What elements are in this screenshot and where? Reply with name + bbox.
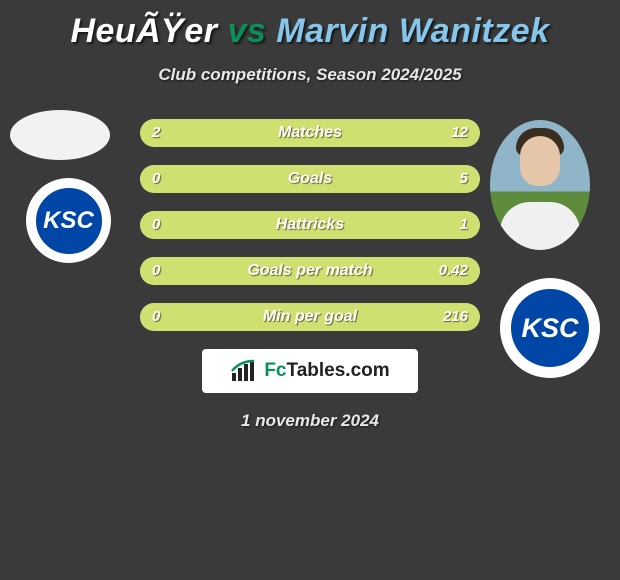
stat-row: Goals per match0 0.42 — [140, 257, 480, 285]
player1-avatar — [10, 110, 110, 160]
stat-value-right: 0.42 — [439, 257, 468, 285]
stat-label: Goals per match — [140, 257, 480, 285]
footer-brand-logo: FcTables.com — [202, 349, 418, 393]
player2-club-badge: KSC — [500, 278, 600, 378]
stat-label: Matches — [140, 119, 480, 147]
player1-name: HeuÃŸer — [70, 12, 217, 50]
date-label: 1 november 2024 — [0, 411, 620, 431]
stat-value-left: 0 — [152, 211, 160, 239]
stat-label: Hattricks — [140, 211, 480, 239]
stat-row: Matches2 12 — [140, 119, 480, 147]
bar-chart-icon — [230, 359, 258, 383]
stat-label: Goals — [140, 165, 480, 193]
stat-value-right: 5 — [460, 165, 468, 193]
stat-label: Min per goal — [140, 303, 480, 331]
club-badge-text: KSC — [34, 186, 104, 256]
player2-name: Marvin Wanitzek — [276, 12, 549, 50]
stats-panel: Matches212Goals05Hattricks01Goals per ma… — [140, 119, 480, 331]
footer-brand-text: FcTables.com — [264, 360, 389, 382]
stat-value-left: 2 — [152, 119, 160, 147]
stat-value-left: 0 — [152, 303, 160, 331]
stat-row: Goals0 5 — [140, 165, 480, 193]
stat-value-right: 216 — [443, 303, 468, 331]
player2-avatar — [490, 120, 590, 250]
vs-label: vs — [228, 12, 267, 50]
club-badge-text: KSC — [509, 287, 591, 369]
stat-value-right: 12 — [451, 119, 468, 147]
stat-row: Hattricks0 1 — [140, 211, 480, 239]
player1-club-badge: KSC — [26, 178, 111, 263]
stat-value-right: 1 — [460, 211, 468, 239]
stat-value-left: 0 — [152, 165, 160, 193]
page-title: HeuÃŸer vs Marvin Wanitzek — [0, 0, 620, 51]
subtitle: Club competitions, Season 2024/2025 — [0, 65, 620, 85]
stat-row: Min per goal0 216 — [140, 303, 480, 331]
stat-value-left: 0 — [152, 257, 160, 285]
